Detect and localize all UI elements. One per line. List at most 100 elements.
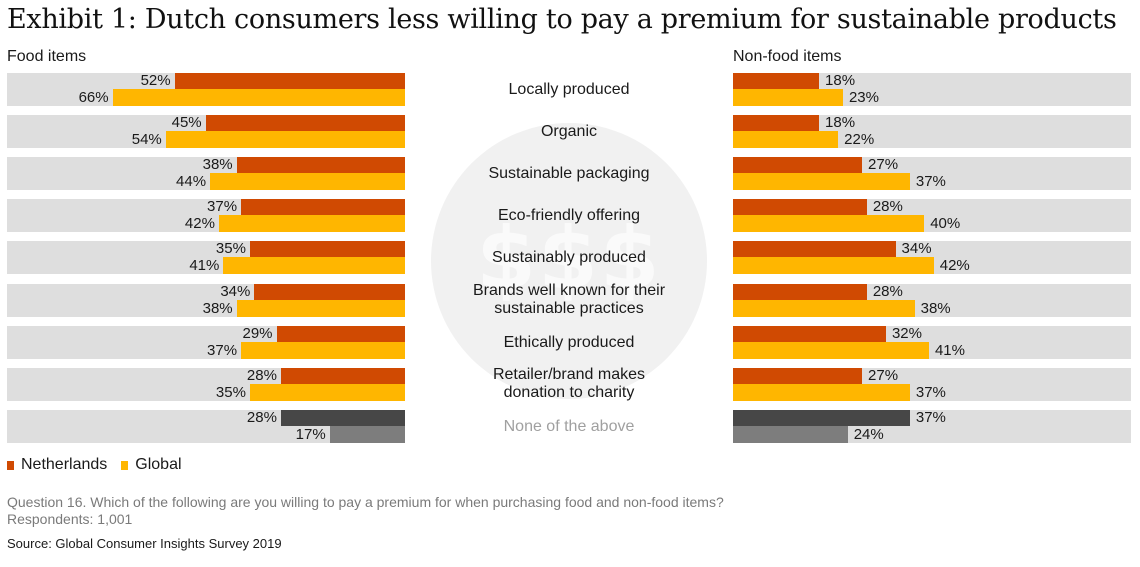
food-netherlands-value: 35%	[215, 240, 246, 257]
dollar-circle-watermark: $$$	[431, 123, 707, 399]
nonfood-netherlands-bar	[733, 410, 910, 426]
food-netherlands-bar	[254, 284, 405, 300]
food-netherlands-bar	[249, 241, 405, 257]
nonfood-netherlands-value: 18%	[825, 114, 856, 131]
nonfood-global-value: 37%	[915, 384, 946, 401]
food-global-value: 17%	[295, 426, 326, 443]
category-label-line: Brands well known for their	[472, 282, 666, 299]
category-label: Ethically produced	[503, 334, 635, 351]
global-swatch-icon	[121, 460, 129, 470]
chart-row: 35% 41% 34% 42% Sustainably produced	[0, 241, 1140, 275]
nonfood-global-value: 24%	[853, 426, 884, 443]
food-global-value: 37%	[207, 342, 238, 359]
chart-row: 28% 35% 27% 37% Retailer/brand makes donation…	[0, 366, 1140, 402]
food-netherlands-bar	[276, 326, 405, 342]
food-netherlands-value: 45%	[171, 114, 202, 131]
nonfood-netherlands-bar	[733, 284, 867, 300]
category-label-line: donation to charity	[503, 384, 635, 401]
nonfood-netherlands-value: 27%	[868, 367, 899, 384]
category-label: Sustainably produced	[492, 249, 646, 266]
food-netherlands-value: 28%	[246, 409, 277, 426]
nonfood-global-bar	[733, 384, 910, 401]
netherlands-swatch-icon	[7, 460, 14, 470]
category-label: Organic	[540, 123, 598, 140]
food-global-value: 41%	[189, 257, 220, 274]
legend-item-global: Global	[121, 456, 182, 474]
nonfood-netherlands-bar	[733, 326, 886, 342]
nonfood-global-bar	[733, 215, 925, 232]
survey-question-note: Question 16. Which of the following are …	[7, 494, 724, 528]
chart-row: 37% 42% 28% 40% Eco-friendly offering	[0, 199, 1140, 233]
chart-row: 45% 54% 18% 22% Organic	[0, 115, 1140, 149]
food-global-value: 38%	[202, 300, 233, 317]
chart-title: Exhibit 1: Dutch consumers less willing …	[7, 4, 1117, 35]
food-global-bar	[210, 173, 405, 190]
respondents-text: Respondents: 1,001	[7, 511, 133, 527]
nonfood-netherlands-value: 34%	[901, 240, 932, 257]
food-netherlands-value: 37%	[207, 198, 238, 215]
nonfood-global-bar	[733, 131, 839, 148]
question-text: Question 16. Which of the following are …	[7, 494, 724, 510]
legend: Netherlands Global	[7, 456, 196, 474]
category-label: Locally produced	[508, 81, 630, 98]
category-label: Sustainable packaging	[488, 165, 650, 182]
nonfood-global-value: 41%	[934, 342, 965, 359]
nonfood-netherlands-bar	[733, 241, 896, 257]
category-label-line: Retailer/brand makes	[492, 366, 646, 383]
chart-row: 38% 44% 27% 37% Sustainable packaging	[0, 157, 1140, 191]
food-items-label: Food items	[7, 48, 87, 65]
food-global-bar	[329, 426, 405, 443]
nonfood-netherlands-bar	[733, 199, 867, 215]
food-netherlands-value: 38%	[202, 156, 233, 173]
nonfood-netherlands-value: 28%	[872, 198, 903, 215]
food-global-bar	[249, 384, 405, 401]
food-global-bar	[241, 342, 405, 359]
category-label-line: sustainable practices	[494, 300, 644, 317]
food-global-value: 35%	[215, 384, 246, 401]
nonfood-global-value: 23%	[848, 89, 879, 106]
food-global-bar	[218, 215, 405, 232]
food-global-value: 42%	[184, 215, 215, 232]
chart-row: 34% 38% 28% 38% Brands well known for their s…	[0, 282, 1140, 318]
nonfood-netherlands-bar	[733, 368, 863, 384]
category-label: Retailer/brand makes donation to charity	[440, 366, 698, 402]
nonfood-global-value: 37%	[915, 173, 946, 190]
nonfood-global-bar	[733, 257, 934, 274]
food-global-value: 66%	[78, 89, 109, 106]
dollar-signs-icon: $$$	[476, 209, 662, 309]
food-netherlands-bar	[280, 410, 405, 426]
non-food-items-label: Non-food items	[733, 48, 842, 65]
nonfood-netherlands-bar	[733, 115, 820, 131]
food-global-bar	[112, 89, 405, 106]
bar-chart-rows: 52% 66% 18% 23% Locally produced 45% 54% 18% 22%…	[0, 73, 1140, 444]
legend-label: Netherlands	[21, 456, 108, 473]
chart-row: 28% 17% 37% 24% None of the above	[0, 410, 1140, 444]
food-global-value: 44%	[176, 173, 207, 190]
food-global-bar	[236, 300, 405, 317]
food-global-bar	[165, 131, 405, 148]
nonfood-netherlands-value: 27%	[868, 156, 899, 173]
food-netherlands-value: 28%	[246, 367, 277, 384]
nonfood-netherlands-bar	[733, 157, 863, 173]
chart-row: 52% 66% 18% 23% Locally produced	[0, 73, 1140, 107]
nonfood-netherlands-value: 37%	[915, 409, 946, 426]
nonfood-netherlands-value: 18%	[825, 72, 856, 89]
source-note: Source: Global Consumer Insights Survey …	[7, 536, 282, 551]
food-netherlands-bar	[174, 73, 405, 89]
legend-label: Global	[135, 456, 182, 473]
food-netherlands-value: 34%	[220, 283, 251, 300]
food-netherlands-value: 29%	[242, 325, 273, 342]
food-netherlands-value: 52%	[140, 72, 171, 89]
nonfood-netherlands-value: 28%	[872, 283, 903, 300]
category-label: Eco-friendly offering	[498, 207, 640, 224]
nonfood-global-bar	[733, 426, 848, 443]
food-netherlands-bar	[280, 368, 405, 384]
nonfood-global-value: 42%	[939, 257, 970, 274]
nonfood-global-bar	[733, 300, 915, 317]
nonfood-global-bar	[733, 342, 929, 359]
category-label: None of the above	[503, 418, 635, 435]
food-netherlands-bar	[205, 115, 405, 131]
food-global-bar	[223, 257, 405, 274]
nonfood-global-bar	[733, 89, 843, 106]
nonfood-global-bar	[733, 173, 910, 190]
